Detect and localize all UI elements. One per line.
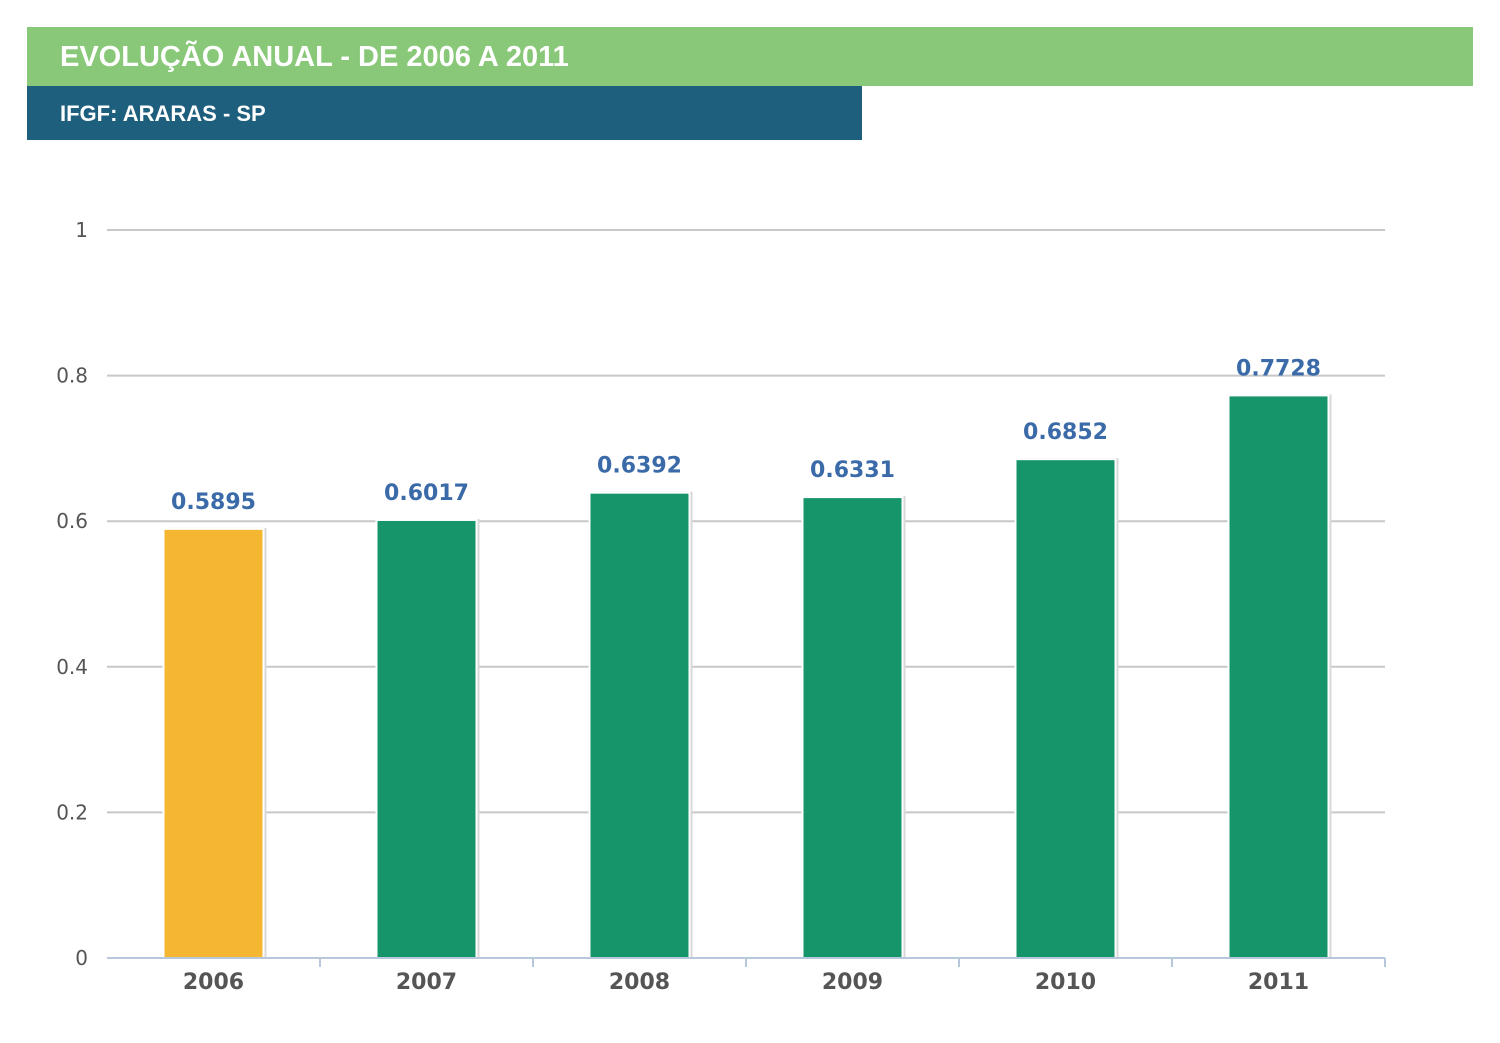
bar-2009 (801, 496, 904, 959)
bar-2007 (375, 518, 478, 959)
data-label: 0.6331 (810, 458, 895, 483)
y-tick-label: 0 (75, 946, 88, 970)
x-tick-label: 2006 (183, 970, 244, 995)
data-label: 0.6392 (597, 454, 682, 479)
data-label: 0.5895 (171, 490, 256, 515)
data-label: 0.7728 (1236, 356, 1321, 381)
title-bar: EVOLUÇÃO ANUAL - DE 2006 A 2011 (27, 27, 1473, 86)
data-label: 0.6852 (1023, 420, 1108, 445)
y-axis-ticks: 0 0.2 0.4 0.6 0.8 1 (56, 218, 88, 970)
x-axis: 2006 2007 2008 2009 2010 2011 (107, 957, 1386, 995)
chart-title: EVOLUÇÃO ANUAL - DE 2006 A 2011 (60, 41, 569, 73)
x-tick-label: 2007 (396, 970, 457, 995)
y-tick-label: 0.2 (56, 800, 88, 824)
bar-2011 (1227, 394, 1330, 959)
subtitle-bar: IFGF: ARARAS - SP (27, 86, 862, 140)
y-tick-label: 0.4 (56, 655, 88, 679)
data-labels: 0.5895 0.6017 0.6392 0.6331 0.6852 0.7728 (171, 356, 1321, 514)
bar-2006 (162, 527, 265, 959)
x-tick-label: 2009 (822, 970, 883, 995)
y-tick-label: 0.6 (56, 509, 88, 533)
bar-2008 (588, 491, 691, 959)
x-tick-label: 2008 (609, 970, 670, 995)
gridlines (107, 229, 1385, 814)
bars (162, 394, 1332, 959)
x-tick-label: 2010 (1035, 970, 1096, 995)
bar-2010 (1014, 458, 1117, 959)
x-tick-label: 2011 (1248, 970, 1309, 995)
y-tick-label: 1 (75, 218, 88, 242)
y-tick-label: 0.8 (56, 364, 88, 388)
data-label: 0.6017 (384, 481, 469, 506)
chart-subtitle: IFGF: ARARAS - SP (60, 101, 266, 126)
